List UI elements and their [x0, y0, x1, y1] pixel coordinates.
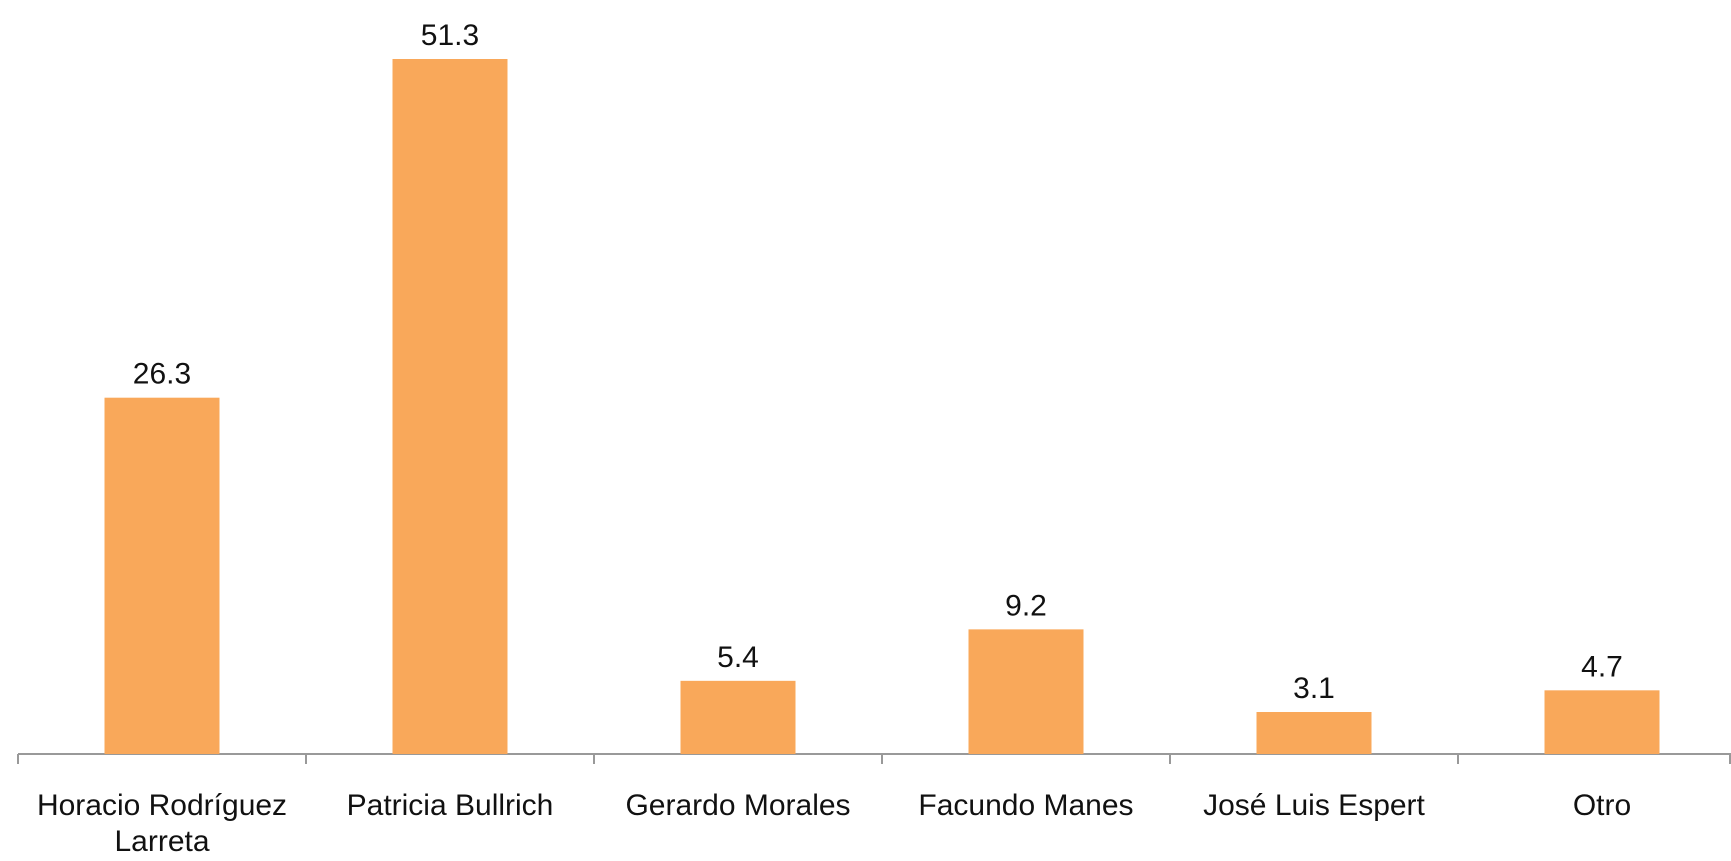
- bar: [968, 629, 1084, 754]
- x-tick-label: Otro: [1572, 789, 1632, 822]
- value-label: 9.2: [1005, 589, 1047, 622]
- x-tick-label: José Luis Espert: [1203, 789, 1425, 822]
- x-tick-label: Gerardo Morales: [625, 789, 851, 822]
- value-label: 51.3: [421, 19, 479, 52]
- x-tick-label: Patricia Bullrich: [346, 789, 554, 822]
- value-label: 4.7: [1581, 650, 1623, 683]
- bar: [680, 680, 796, 754]
- x-tick-label: Horacio Rodríguez Larreta: [36, 789, 288, 858]
- bar: [1544, 690, 1660, 754]
- x-tick-label: Facundo Manes: [918, 789, 1134, 822]
- value-label: 3.1: [1293, 672, 1335, 705]
- value-label: 5.4: [717, 641, 759, 674]
- bar: [104, 397, 220, 754]
- value-label: 26.3: [133, 358, 191, 391]
- bar: [1256, 712, 1372, 754]
- bar: [392, 59, 508, 754]
